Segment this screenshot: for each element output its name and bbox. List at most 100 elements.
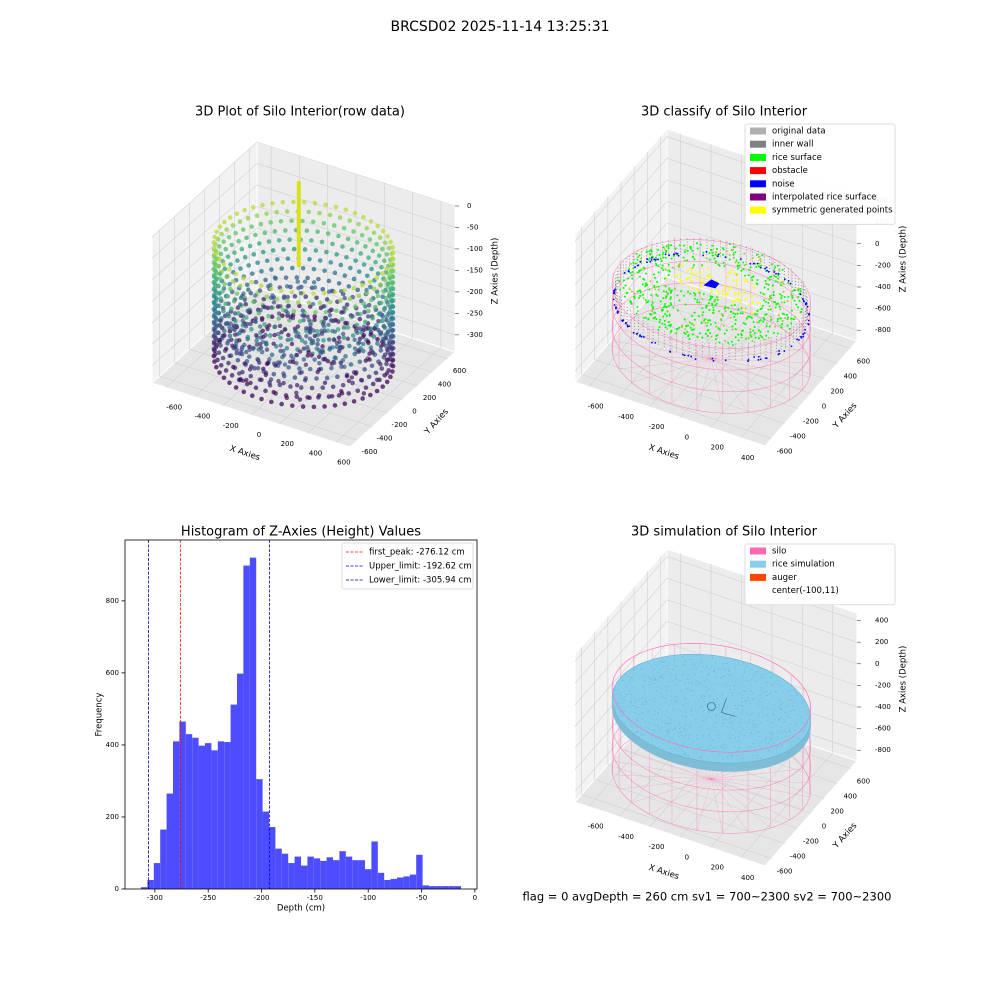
surface-decoration xyxy=(737,736,739,738)
point-decoration xyxy=(730,249,733,252)
plot-decoration xyxy=(211,181,396,410)
point-decoration xyxy=(784,316,787,319)
point-decoration xyxy=(314,346,319,351)
point-decoration xyxy=(349,375,355,380)
surface-decoration xyxy=(680,754,682,756)
surface-decoration xyxy=(772,684,774,686)
surface-decoration xyxy=(688,736,690,738)
point-decoration xyxy=(706,275,709,278)
point-decoration xyxy=(767,288,770,291)
y-tick-label: 400 xyxy=(844,373,857,381)
surface-decoration xyxy=(738,722,740,724)
point-decoration xyxy=(654,288,657,291)
point-decoration xyxy=(223,246,229,252)
surface-decoration xyxy=(642,687,644,689)
point-decoration xyxy=(371,286,377,292)
surface-decoration xyxy=(706,757,708,759)
surface-decoration xyxy=(776,746,778,748)
point-decoration xyxy=(712,309,715,312)
surface-decoration xyxy=(737,747,739,749)
surface-decoration xyxy=(668,669,670,671)
grid-line xyxy=(256,206,456,271)
y-tick-label: 400 xyxy=(844,793,857,801)
y-tick-label: 200 xyxy=(423,394,436,402)
wireframe-decoration xyxy=(711,323,774,360)
point-decoration xyxy=(334,344,339,350)
point-decoration xyxy=(687,277,690,280)
surface-decoration xyxy=(660,717,662,719)
surface-decoration xyxy=(661,673,663,675)
surface-decoration xyxy=(677,659,679,661)
point-decoration xyxy=(259,317,265,323)
grid-line xyxy=(581,374,772,439)
surface-decoration xyxy=(689,726,691,728)
surface-decoration xyxy=(691,690,693,692)
point-decoration xyxy=(751,279,754,282)
point-decoration xyxy=(307,318,312,323)
surface-decoration xyxy=(777,730,779,732)
point-decoration xyxy=(654,311,657,314)
surface-decoration xyxy=(619,711,621,713)
point-decoration xyxy=(768,297,771,300)
point-decoration xyxy=(658,326,661,329)
point-decoration xyxy=(737,308,740,311)
point-decoration xyxy=(783,296,786,299)
point-decoration xyxy=(676,327,679,330)
point-decoration xyxy=(360,282,365,288)
point-decoration xyxy=(219,231,224,237)
point-decoration xyxy=(238,266,243,271)
surface-decoration xyxy=(749,715,751,717)
point-decoration xyxy=(638,254,641,257)
surface-decoration xyxy=(633,691,635,693)
point-decoration xyxy=(278,218,284,224)
point-decoration xyxy=(669,302,672,305)
point-decoration xyxy=(736,264,739,267)
grid-line xyxy=(151,141,258,238)
point-decoration xyxy=(279,401,284,407)
surface-decoration xyxy=(619,694,621,696)
point-decoration xyxy=(301,317,306,323)
point-decoration xyxy=(699,285,702,288)
wireframe-decoration xyxy=(711,358,771,409)
point-decoration xyxy=(748,303,751,306)
point-decoration xyxy=(651,310,654,313)
surface-decoration xyxy=(739,731,741,733)
legend-swatch xyxy=(750,206,766,214)
point-decoration xyxy=(659,318,662,321)
surface-decoration xyxy=(680,731,682,733)
surface-decoration xyxy=(721,721,723,723)
point-decoration xyxy=(260,249,266,255)
point-decoration xyxy=(734,318,737,321)
surface-decoration xyxy=(705,686,707,688)
legend-swatch xyxy=(750,167,766,175)
point-decoration xyxy=(254,213,260,218)
surface-decoration xyxy=(683,708,685,710)
point-decoration xyxy=(799,293,802,296)
surface-decoration xyxy=(658,708,660,710)
surface-decoration xyxy=(718,730,720,732)
point-decoration xyxy=(778,305,781,308)
surface-decoration xyxy=(740,700,742,702)
point-decoration xyxy=(790,322,793,325)
histogram-bar xyxy=(224,742,231,889)
surface-decoration xyxy=(654,713,656,715)
point-decoration xyxy=(361,391,367,396)
x-tick-label: 200 xyxy=(281,440,294,448)
point-decoration xyxy=(312,357,317,362)
point-decoration xyxy=(315,337,321,343)
surface-decoration xyxy=(704,701,706,703)
point-decoration xyxy=(346,391,352,396)
legend-frame xyxy=(744,123,896,225)
z-tick-label: -400 xyxy=(875,283,891,291)
point-decoration xyxy=(665,294,668,297)
point-decoration xyxy=(355,287,361,293)
point-decoration xyxy=(787,280,790,282)
y-axis-label: Frequency xyxy=(95,693,105,737)
surface-decoration xyxy=(761,697,763,699)
point-decoration xyxy=(763,293,766,296)
point-decoration xyxy=(661,253,664,256)
wireframe-decoration xyxy=(619,778,712,790)
point-decoration xyxy=(714,260,717,263)
surface-decoration xyxy=(761,704,763,706)
surface-decoration xyxy=(622,680,624,682)
